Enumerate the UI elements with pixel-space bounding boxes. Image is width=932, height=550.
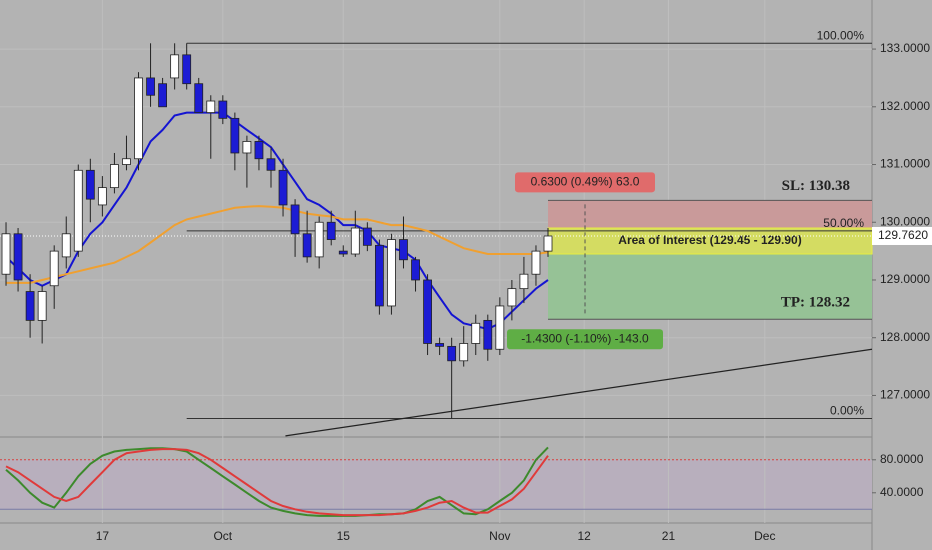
stop-label: SL: 130.38 (782, 178, 850, 194)
candle-body (254, 141, 264, 160)
candle-body (459, 343, 469, 362)
target-info: -1.4300 (-1.10%) -143.0 (521, 331, 649, 345)
candle-body (37, 291, 47, 321)
candle-body (495, 305, 505, 350)
indicator-line (5, 446, 549, 517)
candle-body (399, 239, 408, 261)
candle-body (326, 221, 336, 240)
candle-body (242, 141, 252, 154)
fib-label: 50.00% (823, 216, 864, 230)
y-tick-label: 128.0000 (880, 330, 930, 344)
y-tick-label: 127.0000 (880, 388, 930, 402)
candle-body (362, 227, 372, 246)
candle-body (314, 221, 324, 258)
candle-body (13, 233, 23, 281)
area-label: Area of Interest (129.45 - 129.90) (618, 233, 801, 247)
x-tick-label: 21 (662, 529, 676, 543)
stop-info: 0.6300 (0.49%) 63.0 (531, 174, 640, 188)
x-tick-label: Nov (489, 529, 510, 543)
target-label: TP: 128.32 (781, 295, 850, 311)
candle-body (519, 273, 529, 290)
y-tick-label: 130.0000 (880, 214, 930, 228)
stop-info-box (515, 172, 655, 193)
candle-body (278, 169, 288, 206)
y-tick-label: 80.0000 (880, 452, 924, 466)
x-tick-label: 17 (96, 529, 110, 543)
candle-body (447, 345, 457, 362)
candle-body (435, 343, 445, 347)
y-tick-label: 131.0000 (880, 157, 930, 171)
candle-body (194, 83, 204, 113)
candle-body (350, 227, 360, 255)
candle-body (110, 164, 119, 189)
candle-body (483, 319, 493, 350)
target-info-box (507, 329, 663, 350)
candle-body (49, 250, 59, 287)
y-tick-label: 133.0000 (880, 41, 930, 55)
y-tick-label: 132.0000 (880, 99, 930, 113)
last-price-label: 129.7620 (878, 228, 928, 242)
candle-body (122, 158, 131, 165)
x-tick-label: Oct (213, 529, 232, 543)
candle-body (61, 233, 71, 258)
candle-body (543, 235, 553, 252)
candle-body (170, 54, 180, 79)
x-tick-label: 12 (577, 529, 591, 543)
indicator-line (6, 205, 549, 284)
candle-body (230, 117, 240, 154)
candle-body (134, 77, 143, 160)
candle-body (471, 322, 481, 344)
candle-body (338, 250, 348, 255)
x-tick-label: 15 (337, 529, 351, 543)
candle-body (206, 100, 216, 113)
candle-body (387, 239, 396, 307)
y-tick-label: 40.0000 (880, 485, 924, 499)
candle-body (85, 169, 95, 200)
candle-body (302, 233, 312, 258)
candle-body (218, 100, 228, 119)
candle-body (73, 169, 83, 252)
fib-label: 100.00% (817, 28, 865, 42)
candle-body (507, 288, 517, 307)
candle-body (531, 250, 541, 275)
last-price-box (872, 226, 932, 245)
indicator-line (5, 111, 549, 331)
candle-body (411, 259, 420, 281)
candle-body (25, 291, 35, 321)
candle-body (374, 244, 384, 307)
candle-body (146, 77, 155, 96)
candle-body (290, 204, 300, 235)
candle-body (97, 187, 107, 206)
area-of-interest (547, 227, 873, 255)
fib-label: 0.00% (830, 404, 864, 418)
x-tick-label: Dec (754, 529, 775, 543)
candle-body (1, 233, 11, 275)
candle-body (182, 54, 192, 85)
indicator-line (5, 448, 549, 517)
candle-body (423, 279, 432, 344)
trendline (285, 348, 873, 437)
candle-body (158, 83, 167, 108)
y-tick-label: 129.0000 (880, 272, 930, 286)
osc-band (0, 459, 872, 510)
candle-body (266, 158, 276, 171)
